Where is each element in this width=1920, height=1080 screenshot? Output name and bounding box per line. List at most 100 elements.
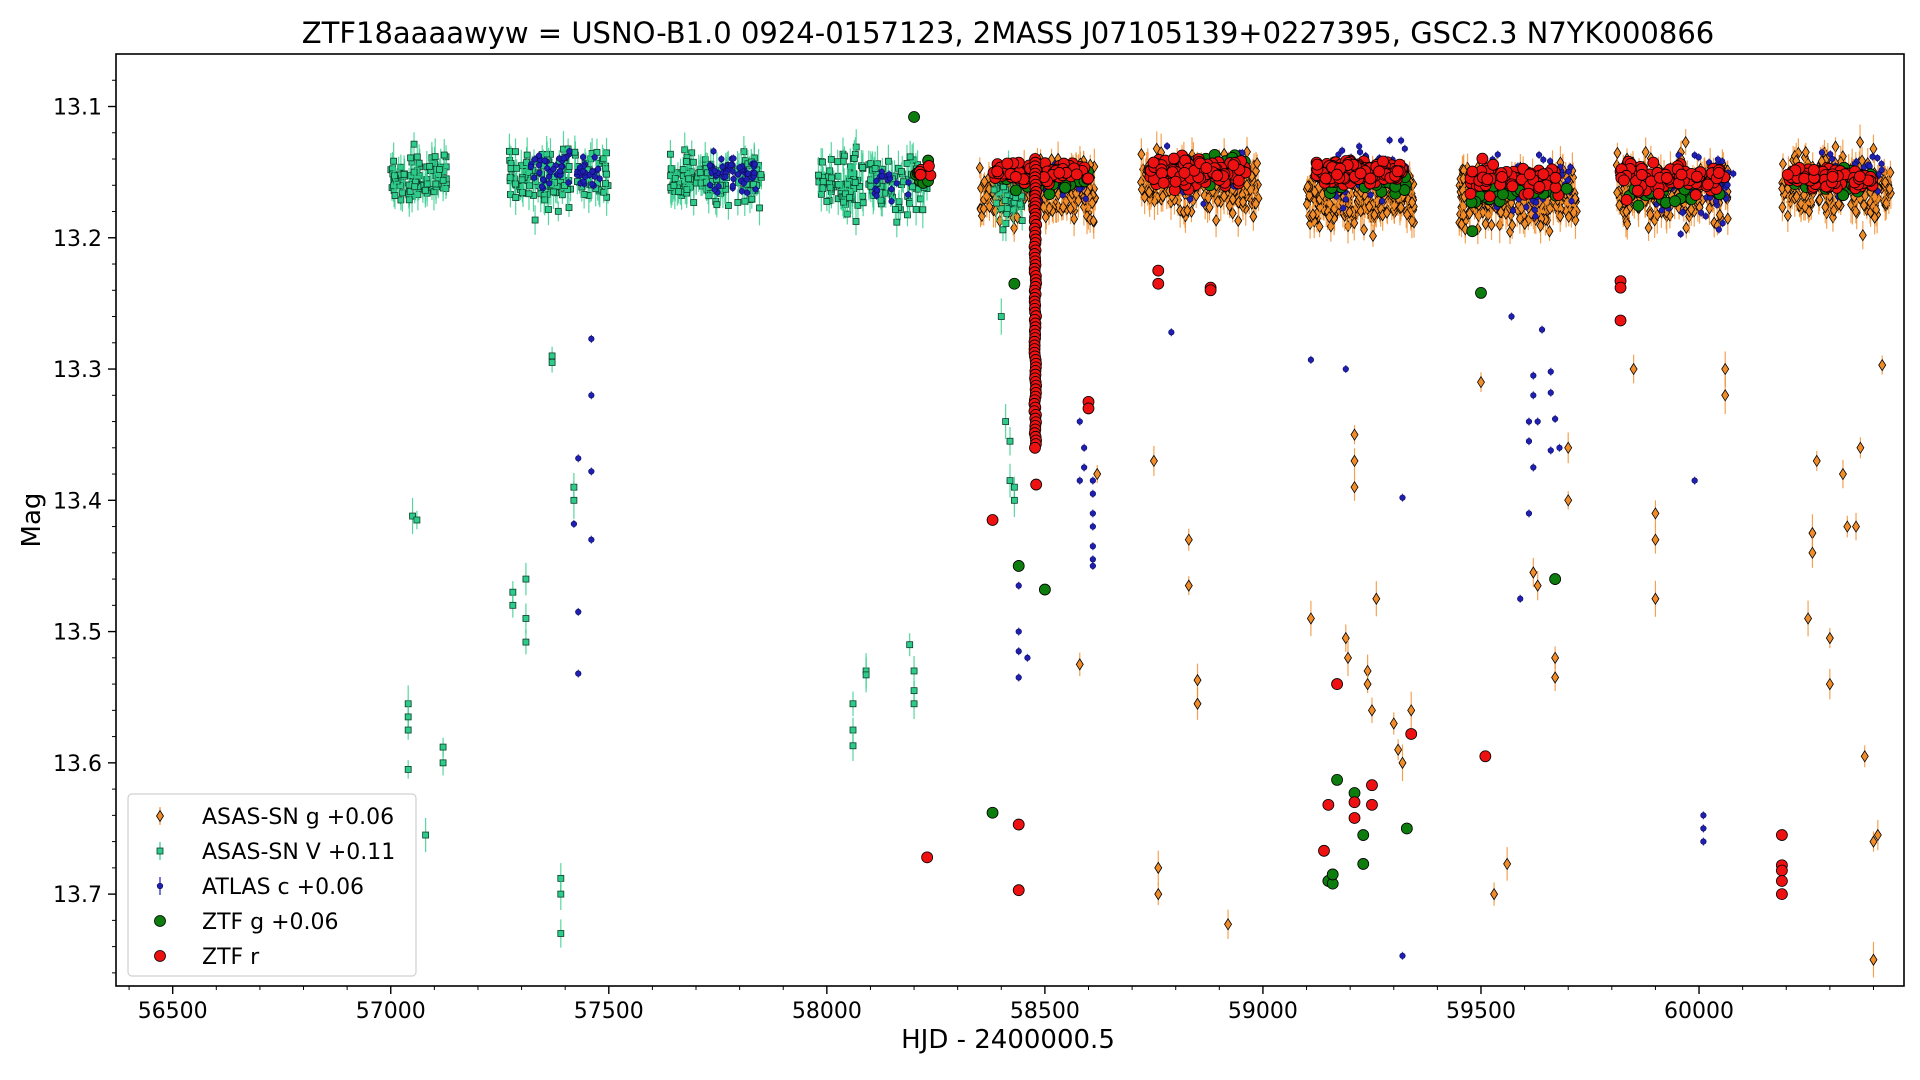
data-point-square — [871, 165, 879, 172]
data-point — [1076, 477, 1083, 484]
data-point — [1089, 477, 1096, 484]
data-point-diamond — [1564, 441, 1573, 455]
data-point — [1568, 198, 1575, 205]
data-point-diamond — [1481, 217, 1490, 231]
data-point-square — [1006, 437, 1014, 445]
data-point-square — [748, 195, 756, 203]
data-point-diamond — [1249, 210, 1258, 223]
data-point-diamond — [1881, 175, 1890, 189]
data-point-diamond — [1089, 214, 1098, 228]
data-point — [1307, 356, 1315, 363]
data-point — [560, 155, 567, 162]
data-point — [736, 164, 743, 171]
data-point — [1024, 654, 1031, 661]
data-point — [566, 148, 573, 155]
data-point — [1009, 184, 1022, 197]
data-point — [751, 169, 758, 177]
data-point-square — [570, 496, 578, 504]
data-point — [1540, 156, 1547, 163]
data-point — [719, 163, 726, 170]
data-point-diamond — [1529, 566, 1538, 579]
data-point-square — [671, 175, 679, 182]
data-point-diamond — [1778, 200, 1787, 214]
data-point — [1677, 230, 1684, 238]
data-point-square — [734, 199, 742, 206]
data-point — [888, 198, 895, 205]
data-point — [874, 187, 881, 194]
data-point-diamond — [1251, 197, 1260, 210]
data-point-square — [541, 196, 549, 204]
data-point-square — [850, 155, 858, 162]
data-point-square — [513, 164, 521, 172]
data-point-square — [391, 172, 398, 180]
data-point-square — [397, 196, 405, 204]
data-point — [1089, 543, 1096, 550]
data-point-diamond — [1325, 210, 1334, 224]
data-point-diamond — [1779, 157, 1787, 171]
data-point-diamond — [1533, 579, 1542, 592]
data-point — [715, 183, 722, 190]
data-point-diamond — [1398, 756, 1407, 770]
data-point-diamond — [1308, 208, 1317, 221]
data-point — [1679, 209, 1686, 216]
data-point — [1700, 812, 1707, 819]
data-point — [752, 186, 759, 193]
data-point-square — [1010, 496, 1018, 504]
data-point — [588, 468, 595, 475]
data-point-diamond — [1213, 195, 1222, 208]
data-point-square — [531, 216, 539, 224]
data-point-diamond — [1345, 205, 1354, 219]
data-point-diamond — [1792, 190, 1801, 203]
data-marks — [387, 111, 1895, 978]
data-point-square — [571, 148, 579, 156]
data-point — [1532, 213, 1539, 220]
data-point-diamond — [1885, 182, 1894, 196]
data-point-square — [525, 190, 533, 198]
data-point-diamond — [1490, 887, 1499, 901]
data-point — [1015, 628, 1022, 635]
data-point — [1724, 181, 1731, 189]
data-point — [1082, 195, 1089, 202]
data-point-diamond — [975, 161, 984, 175]
data-point — [1730, 170, 1737, 177]
data-point-diamond — [1074, 194, 1083, 207]
data-point-diamond — [1477, 375, 1485, 389]
data-point — [743, 176, 750, 183]
data-point — [1089, 523, 1096, 530]
data-point — [1399, 952, 1406, 959]
data-point — [711, 167, 718, 174]
data-point-square — [912, 206, 920, 213]
data-point — [1714, 156, 1722, 163]
data-point — [718, 156, 725, 163]
data-point — [905, 179, 912, 186]
data-point-diamond — [1623, 217, 1632, 231]
data-point-diamond — [1834, 197, 1843, 211]
data-point-square — [548, 352, 556, 360]
data-point-square — [756, 204, 763, 212]
data-point-diamond — [1224, 918, 1233, 931]
data-point — [873, 177, 880, 185]
data-point — [1567, 164, 1574, 171]
data-point — [734, 171, 742, 178]
data-point — [1866, 163, 1873, 170]
data-point-square — [435, 166, 443, 173]
data-point-square — [849, 742, 857, 750]
data-point — [1523, 203, 1530, 211]
data-point — [729, 182, 736, 189]
data-point-square — [404, 766, 412, 773]
data-point — [588, 536, 595, 543]
data-point-diamond — [1457, 218, 1466, 231]
data-point-square — [670, 182, 678, 189]
data-point-square — [422, 831, 430, 839]
data-point — [1869, 153, 1876, 160]
data-point-diamond — [1520, 217, 1529, 231]
data-point-square — [685, 175, 693, 183]
data-point-diamond — [1508, 219, 1517, 232]
data-point — [1818, 149, 1826, 156]
data-point-diamond — [1183, 204, 1192, 217]
data-point-diamond — [1644, 221, 1653, 235]
data-point-square — [411, 183, 419, 191]
data-point-diamond — [1715, 208, 1724, 222]
data-point — [579, 168, 586, 175]
